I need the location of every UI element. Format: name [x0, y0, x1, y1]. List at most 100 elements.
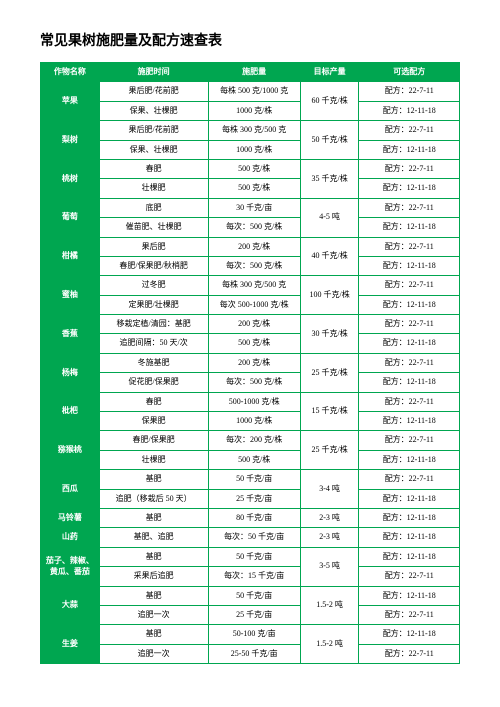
time-cell: 保果肥 [99, 412, 208, 431]
formula-cell: 配方：12-11-18 [359, 412, 460, 431]
amount-cell: 每株 500 克/1000 克 [208, 82, 300, 101]
formula-cell: 配方：12-11-18 [359, 586, 460, 605]
time-cell: 果后肥/花前肥 [99, 121, 208, 140]
formula-cell: 配方：22-7-11 [359, 237, 460, 256]
table-row: 春肥/保果肥/秋梢肥每次：500 克/株 配方：12-11-18 [41, 256, 460, 275]
time-cell: 基肥、追肥 [99, 528, 208, 547]
crop-name-cell: 桃树 [41, 159, 100, 198]
formula-cell: 配方：22-7-11 [359, 315, 460, 334]
yield-cell: 2-3 吨 [300, 508, 359, 527]
table-row: 葡萄底肥30 千克/亩4-5 吨配方：22-7-11 [41, 198, 460, 217]
formula-cell: 配方：22-7-11 [359, 392, 460, 411]
crop-name-cell: 生姜 [41, 625, 100, 664]
amount-cell: 200 克/株 [208, 237, 300, 256]
formula-cell: 配方：22-7-11 [359, 567, 460, 586]
yield-cell: 3-5 吨 [300, 547, 359, 586]
time-cell: 移栽定植/清园：基肥 [99, 315, 208, 334]
yield-cell: 60 千克/株 [300, 82, 359, 121]
formula-cell: 配方：12-11-18 [359, 334, 460, 353]
amount-cell: 每株 300 克/500 克 [208, 276, 300, 295]
time-cell: 春肥/保果肥/秋梢肥 [99, 256, 208, 275]
amount-cell: 500 克/株 [208, 179, 300, 198]
yield-cell: 3-4 吨 [300, 470, 359, 509]
amount-cell: 25 千克/亩 [208, 489, 300, 508]
col-formula: 可选配方 [359, 63, 460, 82]
formula-cell: 配方：12-11-18 [359, 373, 460, 392]
table-row: 西瓜基肥50 千克/亩3-4 吨配方：22-7-11 [41, 470, 460, 489]
crop-name-cell: 梨树 [41, 121, 100, 160]
table-row: 杨梅冬施基肥200 克/株25 千克/株配方：22-7-11 [41, 353, 460, 372]
crop-name-cell: 柑橘 [41, 237, 100, 276]
yield-cell: 25 千克/株 [300, 353, 359, 392]
time-cell: 追肥一次 [99, 644, 208, 663]
table-row: 苹果果后肥/花前肥每株 500 克/1000 克60 千克/株配方：22-7-1… [41, 82, 460, 101]
time-cell: 促花肥/保果肥 [99, 373, 208, 392]
table-row: 梨树果后肥/花前肥每株 300 克/500 克50 千克/株配方：22-7-11 [41, 121, 460, 140]
table-row: 追肥（移栽后 50 天）25 千克/亩配方：12-11-18 [41, 489, 460, 508]
amount-cell: 1000 克/株 [208, 140, 300, 159]
amount-cell: 200 克/株 [208, 315, 300, 334]
table-row: 定果肥/壮棵肥每次 500-1000 克/株配方：12-11-18 [41, 295, 460, 314]
table-row: 柑橘果后肥200 克/株40 千克/株配方：22-7-11 [41, 237, 460, 256]
amount-cell: 每株 300 克/500 克 [208, 121, 300, 140]
header-row: 作物名称 施肥时间 施肥量 目标产量 可选配方 [41, 63, 460, 82]
crop-name-cell: 蜜柚 [41, 276, 100, 315]
time-cell: 保果、壮棵肥 [99, 101, 208, 120]
time-cell: 壮棵肥 [99, 179, 208, 198]
amount-cell: 1000 克/株 [208, 101, 300, 120]
amount-cell: 80 千克/亩 [208, 508, 300, 527]
formula-cell: 配方：12-11-18 [359, 450, 460, 469]
formula-cell: 配方：12-11-18 [359, 528, 460, 547]
table-row: 壮棵肥500 克/株配方：12-11-18 [41, 179, 460, 198]
table-row: 保果肥1000 克/株配方：12-11-18 [41, 412, 460, 431]
formula-cell: 配方：22-7-11 [359, 644, 460, 663]
amount-cell: 500 克/株 [208, 159, 300, 178]
time-cell: 采果后追肥 [99, 567, 208, 586]
crop-name-cell: 山药 [41, 528, 100, 547]
amount-cell: 每次：50 千克/亩 [208, 528, 300, 547]
yield-cell: 30 千克/株 [300, 315, 359, 354]
table-row: 采果后追肥每次：15 千克/亩配方：22-7-11 [41, 567, 460, 586]
time-cell: 基肥 [99, 470, 208, 489]
formula-cell: 配方：12-11-18 [359, 140, 460, 159]
time-cell: 基肥 [99, 547, 208, 566]
amount-cell: 500-1000 克/株 [208, 392, 300, 411]
formula-cell: 配方：22-7-11 [359, 198, 460, 217]
yield-cell: 15 千克/株 [300, 392, 359, 431]
amount-cell: 每次：500 克/株 [208, 256, 300, 275]
time-cell: 壮棵肥 [99, 450, 208, 469]
yield-cell: 40 千克/株 [300, 237, 359, 276]
formula-cell: 配方：22-7-11 [359, 605, 460, 624]
time-cell: 追肥（移栽后 50 天） [99, 489, 208, 508]
time-cell: 果后肥 [99, 237, 208, 256]
time-cell: 果后肥/花前肥 [99, 82, 208, 101]
formula-cell: 配方：22-7-11 [359, 82, 460, 101]
time-cell: 追肥间隔：50 天/次 [99, 334, 208, 353]
table-row: 追肥间隔：50 天/次500 克/株 配方：12-11-18 [41, 334, 460, 353]
table-row: 桃树春肥500 克/株35 千克/株配方：22-7-11 [41, 159, 460, 178]
amount-cell: 25-50 千克/亩 [208, 644, 300, 663]
crop-name-cell: 大蒜 [41, 586, 100, 625]
formula-cell: 配方：12-11-18 [359, 625, 460, 644]
yield-cell: 35 千克/株 [300, 159, 359, 198]
table-row: 马铃薯基肥80 千克/亩2-3 吨配方：12-11-18 [41, 508, 460, 527]
crop-name-cell: 香蕉 [41, 315, 100, 354]
formula-cell: 配方：22-7-11 [359, 353, 460, 372]
crop-name-cell: 葡萄 [41, 198, 100, 237]
time-cell: 底肥 [99, 198, 208, 217]
amount-cell: 50 千克/亩 [208, 586, 300, 605]
amount-cell: 500 克/株 [208, 334, 300, 353]
table-row: 枇杷春肥500-1000 克/株15 千克/株配方：22-7-11 [41, 392, 460, 411]
formula-cell: 配方：12-11-18 [359, 256, 460, 275]
time-cell: 冬施基肥 [99, 353, 208, 372]
time-cell: 催苗肥、壮棵肥 [99, 218, 208, 237]
amount-cell: 500 克/株 [208, 450, 300, 469]
col-crop: 作物名称 [41, 63, 100, 82]
crop-name-cell: 枇杷 [41, 392, 100, 431]
formula-cell: 配方：22-7-11 [359, 431, 460, 450]
crop-name-cell: 西瓜 [41, 470, 100, 509]
formula-cell: 配方：12-11-18 [359, 547, 460, 566]
amount-cell: 50 千克/亩 [208, 470, 300, 489]
formula-cell: 配方：12-11-18 [359, 295, 460, 314]
page-title: 常见果树施肥量及配方速查表 [40, 30, 460, 50]
